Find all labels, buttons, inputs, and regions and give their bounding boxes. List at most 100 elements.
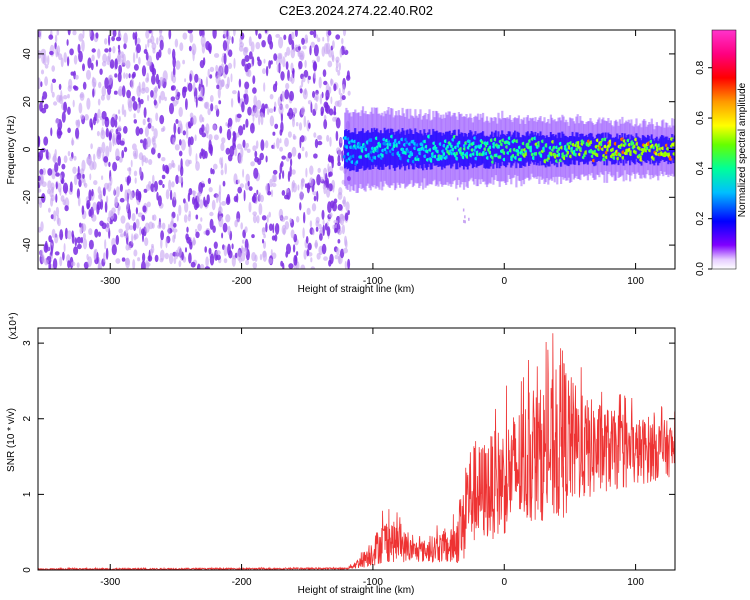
- spectrogram-noise-blob: [243, 93, 247, 100]
- spectrogram-noise-blob: [234, 147, 238, 157]
- spectrogram-noise-blob: [175, 89, 178, 95]
- spectrogram-noise-blob: [175, 249, 179, 260]
- spectrogram-noise-blob: [321, 91, 324, 99]
- spectrogram-band-core: [414, 128, 417, 164]
- spectrogram-noise-blob: [315, 220, 320, 228]
- spectrogram-noise-blob: [330, 78, 333, 87]
- spectrogram-noise-blob: [300, 178, 305, 183]
- spectrogram-noise-blob: [176, 213, 179, 222]
- spectrogram-noise-blob: [297, 46, 301, 51]
- spectrogram-noise-blob: [118, 109, 121, 115]
- spectrogram-noise-blob: [101, 127, 104, 136]
- snr-x-tick-label: -100: [363, 577, 383, 588]
- spectrogram-noise-blob: [293, 135, 297, 140]
- spectrogram-noise-blob: [143, 107, 147, 119]
- spectrogram-noise-blob: [319, 229, 323, 235]
- spectrogram-noise-blob: [331, 159, 334, 169]
- spectrogram-noise-blob: [66, 39, 69, 46]
- spectrogram-noise-blob: [93, 153, 96, 162]
- spectrogram-noise-blob: [329, 253, 334, 265]
- spectrogram-noise-blob: [125, 72, 129, 80]
- spectrogram-noise-blob: [246, 62, 252, 70]
- spectrogram-noise-blob: [95, 59, 98, 67]
- spectrogram-noise-blob: [203, 196, 206, 206]
- spectrogram-noise-blob: [123, 229, 129, 239]
- spectrogram-noise-blob: [196, 192, 201, 203]
- spectrogram-noise-blob: [228, 49, 233, 57]
- spectrogram-noise-blob: [103, 156, 109, 163]
- spectrogram-noise-blob: [110, 211, 115, 220]
- spectrogram-noise-blob: [312, 191, 318, 196]
- spectrogram-noise-blob: [327, 30, 332, 36]
- spectrogram-band-core: [589, 132, 592, 161]
- spectrogram-noise-blob: [341, 179, 346, 185]
- spectrogram-noise-blob: [121, 85, 126, 98]
- spectrogram-noise-blob: [168, 30, 172, 40]
- spectrogram-noise-blob: [123, 43, 127, 50]
- spectrogram-noise-blob: [200, 35, 206, 47]
- spectrogram-noise-blob: [291, 31, 295, 40]
- spectrogram-noise-blob: [113, 187, 116, 196]
- spectrogram-noise-blob: [295, 122, 299, 127]
- spectrogram-noise-blob: [248, 186, 253, 192]
- spectrogram-noise-blob: [55, 181, 58, 190]
- snr-frame: [37, 327, 676, 571]
- spectrogram-band-core: [413, 134, 416, 170]
- spectrogram-noise-blob: [164, 164, 169, 174]
- spectrogram-noise-blob: [252, 262, 258, 269]
- spectrogram-noise-blob: [280, 217, 286, 222]
- spectrogram-noise-blob: [104, 116, 110, 128]
- spectrogram-noise-blob: [308, 122, 311, 129]
- spectrogram-noise-blob: [115, 234, 120, 246]
- spectrogram-noise-blob: [116, 134, 122, 146]
- spectrogram-band-core: [344, 130, 347, 169]
- spectrogram-noise-blob: [156, 191, 159, 201]
- spectrogram-noise-blob: [342, 247, 348, 254]
- spectrogram-noise-blob: [247, 180, 250, 187]
- spectrogram-noise-blob: [115, 129, 119, 135]
- spectrogram-noise-blob: [326, 226, 331, 237]
- spectrogram-noise-blob: [273, 142, 276, 150]
- spectrogram-band-core: [538, 135, 541, 166]
- spectrogram-noise-blob: [175, 60, 181, 70]
- spectrogram-stray-point: [462, 208, 465, 212]
- spectrogram-band-core: [553, 136, 556, 166]
- spectrogram-noise-blob: [325, 89, 330, 100]
- spectrogram-noise-blob: [148, 159, 153, 165]
- spectrogram-band-core: [584, 136, 587, 164]
- spectrogram-band-core: [347, 129, 351, 168]
- spectrogram-noise-blob: [221, 201, 227, 206]
- spectrogram-noise-blob: [339, 47, 343, 58]
- spectrogram-noise-blob: [88, 239, 94, 250]
- spectrogram-noise-blob: [48, 235, 52, 243]
- spectrogram-band-core: [585, 134, 588, 163]
- spectrogram-noise-blob: [82, 238, 88, 250]
- spectrogram-noise-blob: [145, 262, 151, 267]
- spectrogram-noise-blob: [75, 119, 78, 126]
- spectrogram-noise-blob: [114, 119, 118, 128]
- spectrogram-noise-blob: [80, 114, 85, 120]
- spectrogram-noise-blob: [170, 96, 176, 102]
- spectrogram-band-core: [514, 130, 517, 162]
- spectrogram-noise-blob: [112, 161, 118, 172]
- spectrogram-noise-blob: [317, 140, 323, 146]
- spectrogram-noise-blob: [212, 124, 217, 131]
- spectrogram-band-core: [554, 134, 558, 164]
- spectrogram-band-core: [423, 129, 426, 164]
- spectrogram-noise-blob: [207, 177, 211, 185]
- spectrogram-band-core: [346, 131, 349, 170]
- spectrogram-noise-blob: [77, 243, 82, 250]
- spectrogram-noise-blob: [137, 212, 143, 218]
- snr-x-tick-label: 100: [627, 577, 644, 588]
- spectrogram-noise-blob: [338, 253, 341, 264]
- spectrogram-band-core: [350, 132, 353, 171]
- spectrogram-noise-blob: [276, 137, 280, 149]
- spectrogram-noise-blob: [323, 256, 328, 261]
- spectrogram-noise-blob: [242, 123, 246, 131]
- spectrogram-noise-blob: [188, 45, 192, 52]
- spectrogram-noise-blob: [236, 249, 241, 261]
- spectrogram-noise-blob: [101, 61, 107, 67]
- spectrogram-noise-blob: [322, 184, 326, 190]
- spectrogram-noise-blob: [193, 81, 196, 92]
